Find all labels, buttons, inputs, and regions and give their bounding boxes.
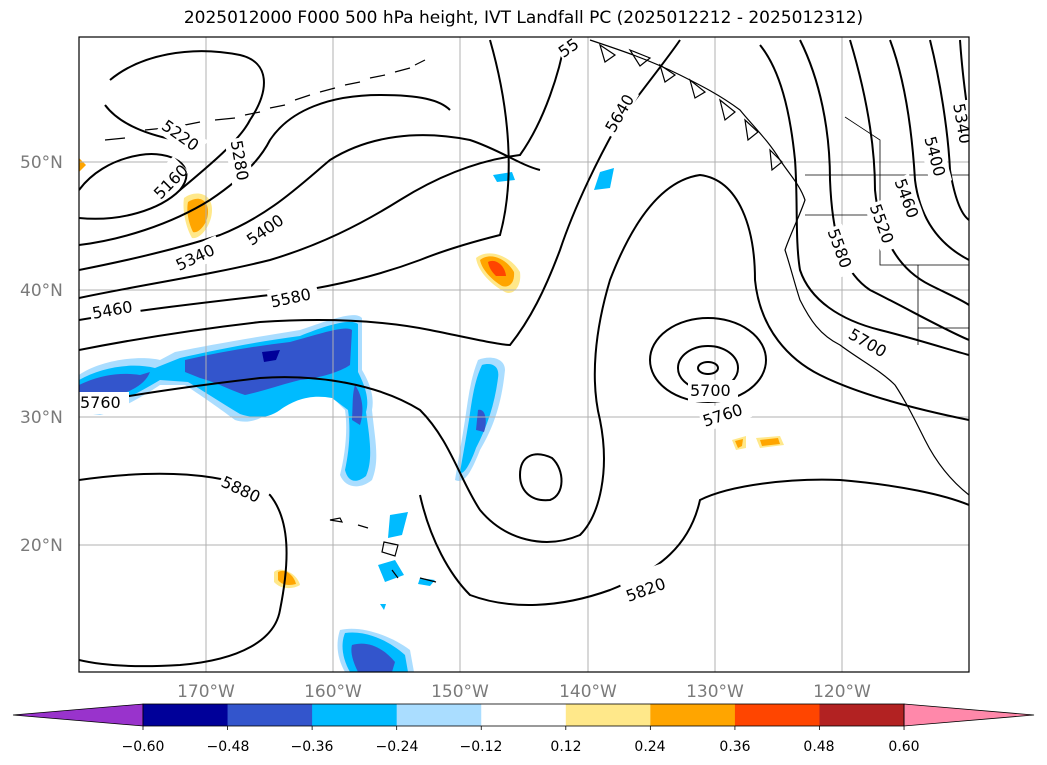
- colorbar-tick-label: 0.24: [634, 739, 665, 755]
- latitude-labels: 50°N 40°N 30°N 20°N: [20, 153, 63, 556]
- colorbar-tick-label: 0.60: [888, 739, 919, 755]
- lat-label-40n: 40°N: [20, 281, 63, 301]
- lon-label-170w: 170°W: [177, 682, 235, 702]
- colorbar-extend-high: [903, 703, 1035, 727]
- colorbar-segment: [819, 704, 905, 726]
- colorbar-segment: [143, 704, 229, 726]
- colorbar-extend-low: [12, 703, 144, 727]
- ivt-shading: [79, 158, 784, 672]
- colorbar-tick-label: −0.36: [291, 739, 334, 755]
- lat-label-20n: 20°N: [20, 536, 63, 556]
- lon-label-160w: 160°W: [304, 682, 362, 702]
- plot-frame: [78, 36, 970, 673]
- contour-labels: 5160 5220 5280 5340 5400 5460 5580 5760 …: [79, 37, 969, 606]
- colorbar-segment: [565, 704, 651, 726]
- colorbar-ticks: −0.60 −0.48 −0.36 −0.24 −0.12 0.12 0.24 …: [122, 739, 920, 755]
- plot-area: 5160 5220 5280 5340 5400 5460 5580 5760 …: [79, 37, 969, 672]
- colorbar-segment: [481, 704, 567, 726]
- colorbar: −0.60 −0.48 −0.36 −0.24 −0.12 0.12 0.24 …: [12, 703, 1035, 755]
- colorbar-segments: [12, 703, 1035, 730]
- lon-label-130w: 130°W: [686, 682, 744, 702]
- colorbar-segment: [650, 704, 736, 726]
- height-contours: [79, 39, 969, 668]
- colorbar-segment: [227, 704, 313, 726]
- colorbar-segment: [396, 704, 482, 726]
- lat-label-30n: 30°N: [20, 408, 63, 428]
- lon-label-120w: 120°W: [813, 682, 871, 702]
- colorbar-tick-label: 0.36: [719, 739, 750, 755]
- lat-label-50n: 50°N: [20, 153, 63, 173]
- graticule: [79, 37, 969, 672]
- colorbar-tick-label: 0.12: [550, 739, 581, 755]
- longitude-labels: 170°W 160°W 150°W 140°W 130°W 120°W: [177, 682, 871, 702]
- contour-label: 5700: [690, 381, 731, 400]
- colorbar-tick-label: −0.24: [376, 739, 419, 755]
- lon-label-140w: 140°W: [559, 682, 617, 702]
- colorbar-tick-label: −0.48: [207, 739, 250, 755]
- colorbar-segment: [312, 704, 398, 726]
- lon-label-150w: 150°W: [431, 682, 489, 702]
- colorbar-outline: [142, 703, 905, 727]
- coastlines: [104, 39, 969, 583]
- colorbar-segment: [734, 704, 820, 726]
- colorbar-tick-label: 0.48: [803, 739, 834, 755]
- map-title: 2025012000 F000 500 hPa height, IVT Land…: [183, 8, 864, 28]
- colorbar-tick-label: −0.60: [122, 739, 165, 755]
- contour-label: 5760: [80, 393, 121, 412]
- colorbar-tick-label: −0.12: [460, 739, 503, 755]
